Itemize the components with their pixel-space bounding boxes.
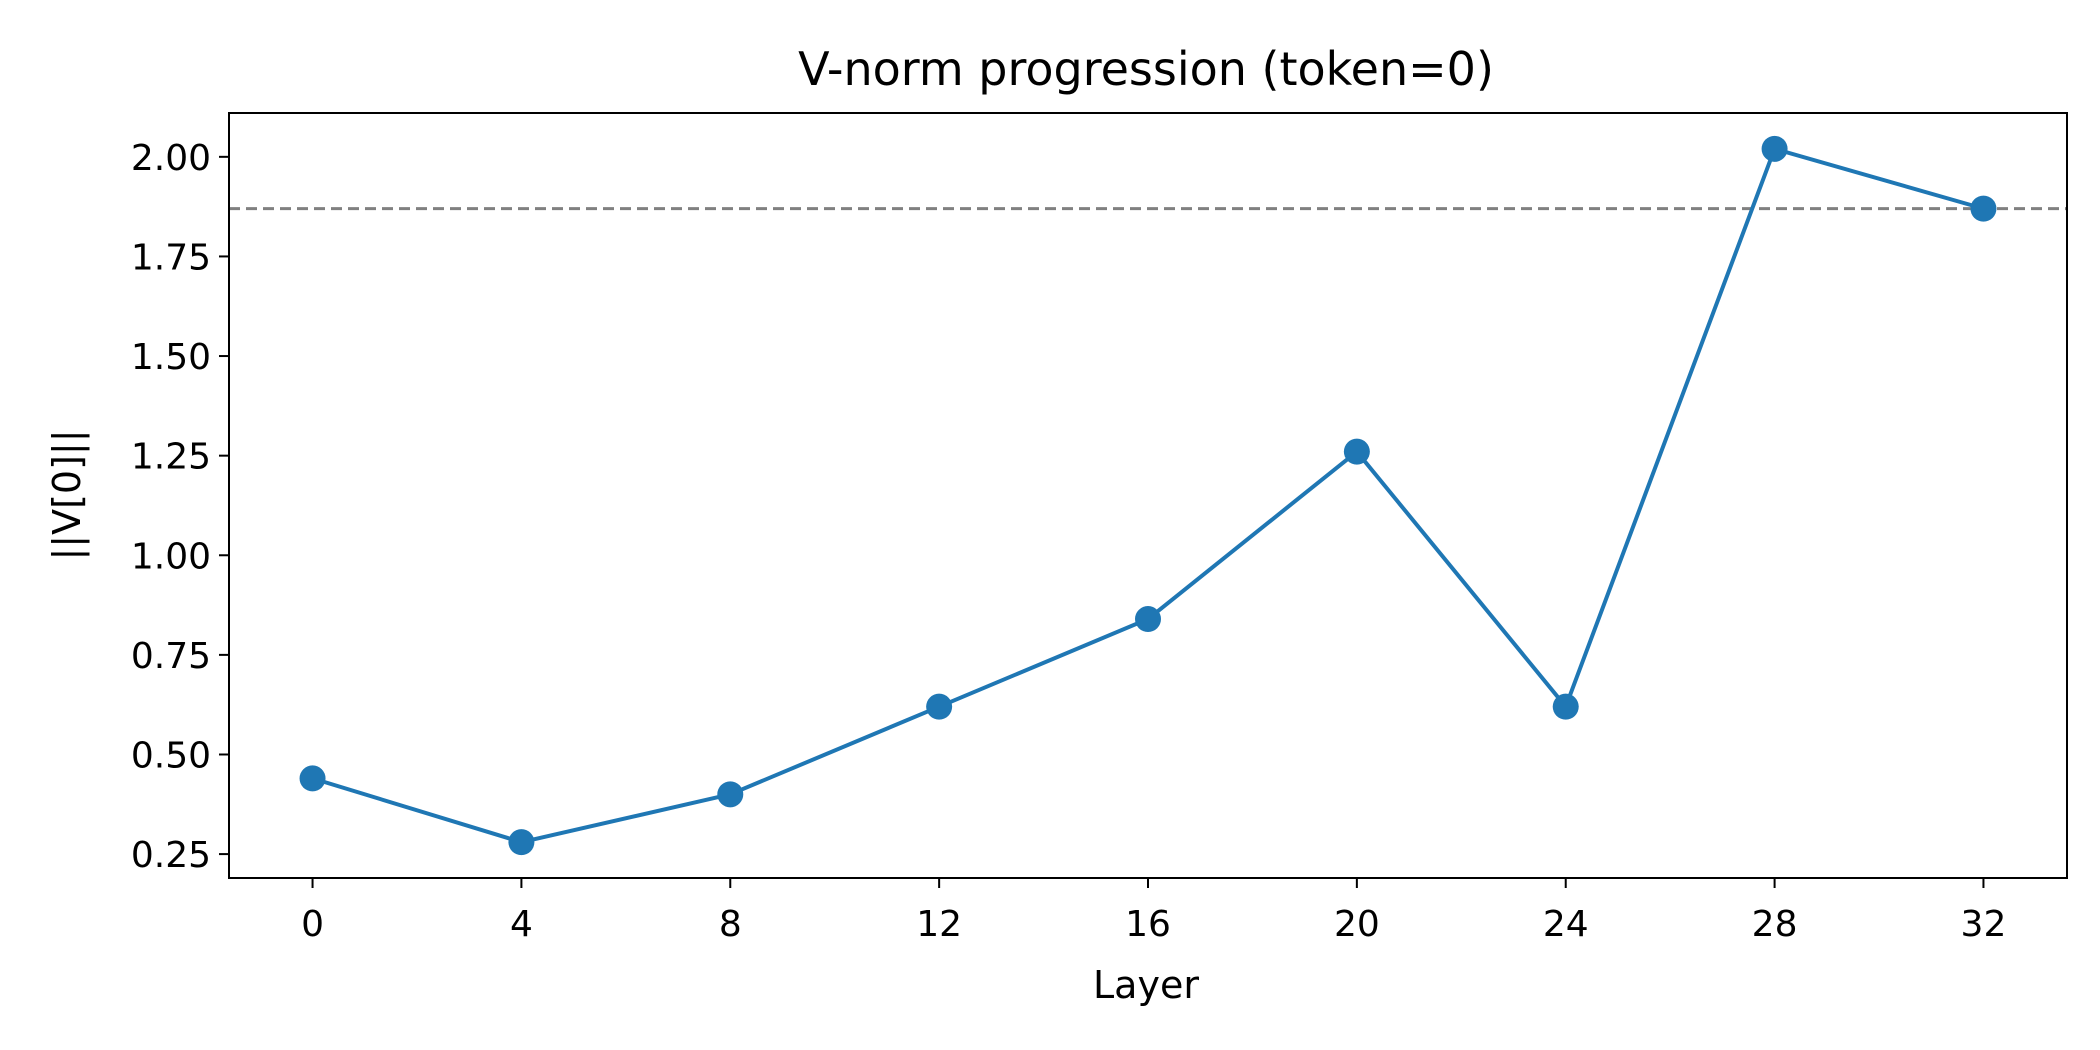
y-tick-label: 1.75 [131,237,211,278]
y-tick-label: 0.50 [131,735,211,776]
y-axis-ticks: 0.25 0.50 0.75 1.00 1.25 1.50 1.75 2.00 [131,138,229,876]
x-tick-label: 0 [301,904,324,945]
y-tick-label: 1.50 [131,337,211,378]
x-tick-label: 4 [510,904,533,945]
x-tick-label: 24 [1543,904,1589,945]
plot-layer [229,135,2067,856]
x-tick-label: 20 [1334,904,1380,945]
y-tick-label: 0.25 [131,835,211,876]
data-point [1343,438,1370,465]
data-point [1135,606,1161,633]
x-tick-label: 32 [1961,904,2007,945]
x-tick-label: 12 [916,904,962,945]
data-point [1552,693,1579,720]
data-point [926,693,953,720]
plot-frame [228,112,2068,879]
data-point [508,829,535,856]
y-tick-label: 2.00 [131,138,211,179]
y-axis-label: ||V[0]|| [45,429,90,560]
x-axis-label: Layer [1093,963,1199,1007]
x-tick-label: 16 [1125,904,1171,945]
data-point [299,765,326,792]
y-tick-label: 0.75 [131,636,211,677]
x-tick-label: 28 [1752,904,1798,945]
x-tick-label: 8 [719,904,742,945]
y-tick-label: 1.00 [131,536,211,577]
chart-title: V-norm progression (token=0) [798,42,1494,96]
y-tick-label: 1.25 [131,437,211,478]
data-point [717,781,744,808]
data-point [1970,195,1997,222]
x-axis-ticks: 0 4 8 12 16 20 24 28 32 [301,878,2006,945]
data-point [1761,135,1788,162]
